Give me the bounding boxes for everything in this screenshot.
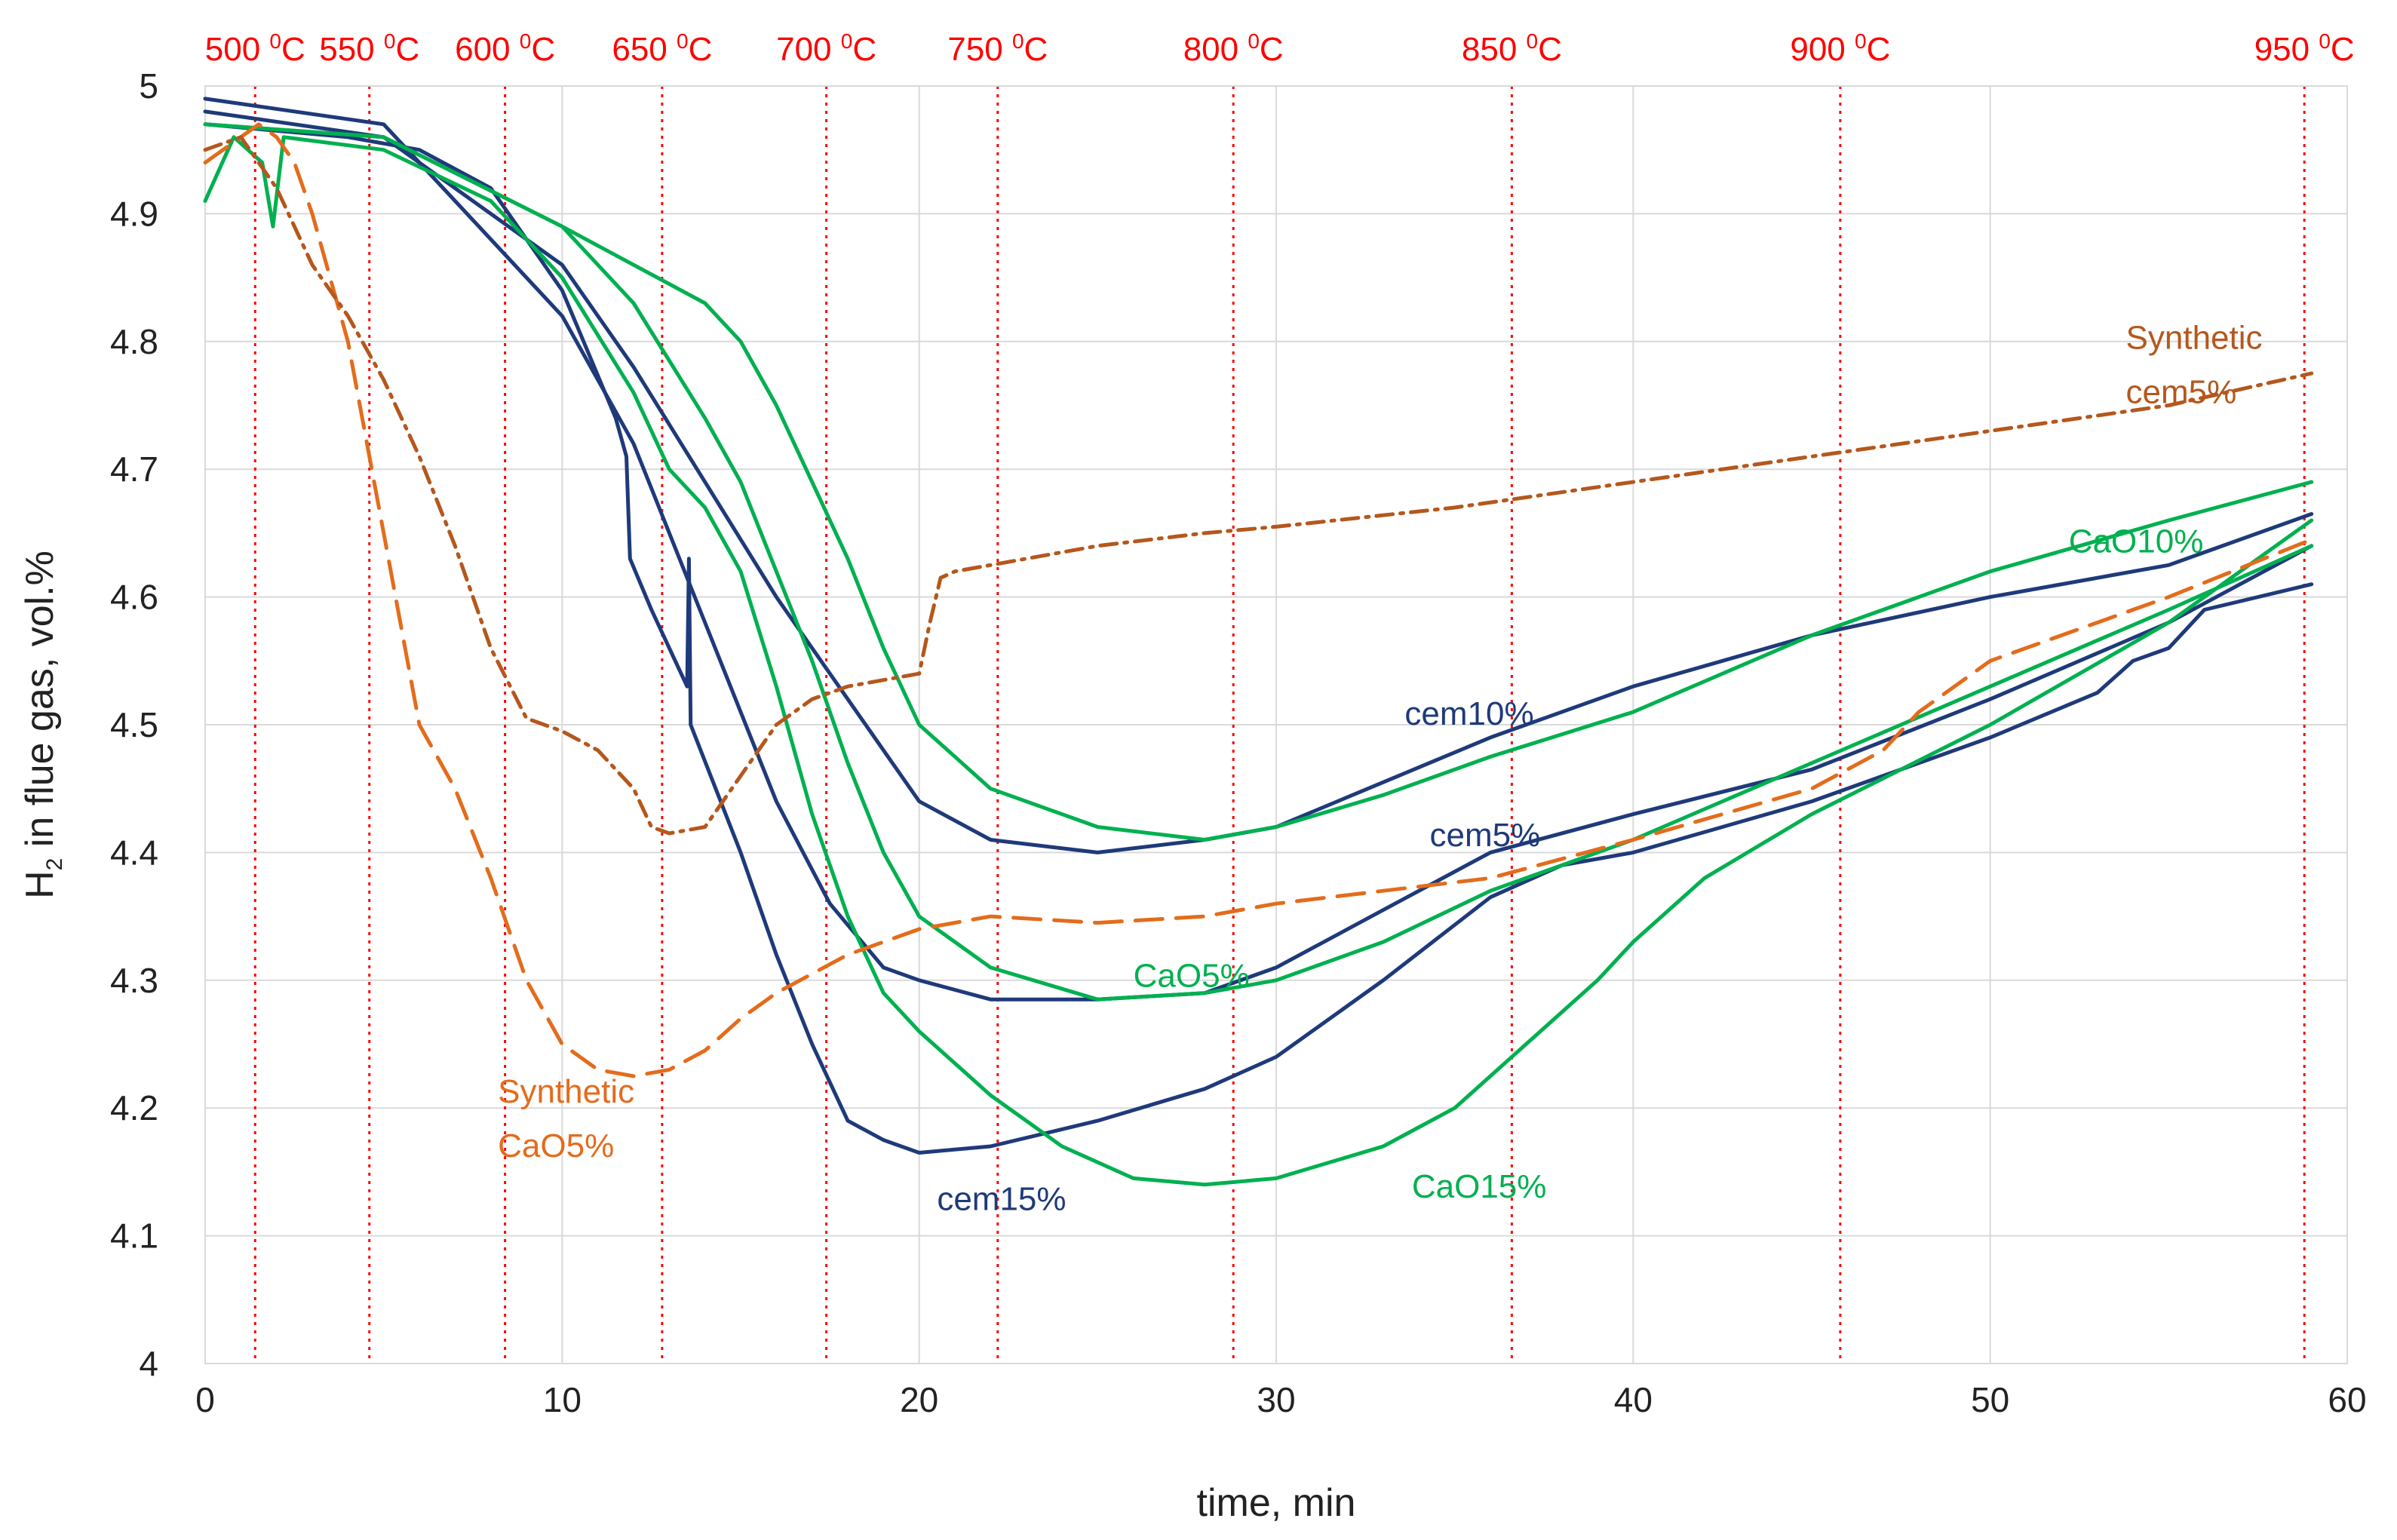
temperature-unit: C (689, 31, 713, 68)
temperature-degree-sup: 0 (1012, 29, 1024, 53)
temperature-label: 500 0C (205, 29, 305, 68)
temperature-degree-sup: 0 (520, 29, 532, 53)
series-lines (203, 97, 2314, 1187)
temperature-degree-sup: 0 (384, 29, 396, 53)
x-tick-label: 20 (900, 1380, 938, 1419)
series-label: cem10% (1404, 695, 1533, 732)
series-line-synthetic-cao5 (203, 122, 2314, 1078)
x-tick-label: 50 (1971, 1380, 2009, 1419)
temperature-unit: C (1260, 31, 1284, 68)
series-line-cem10 (203, 109, 2314, 854)
y-tick-label: 4 (139, 1344, 158, 1383)
temperature-unit: C (395, 31, 419, 68)
series-line-cao15 (203, 135, 2314, 1187)
series-label: CaO15% (1412, 1168, 1547, 1205)
temperature-degree-sup: 0 (1248, 29, 1260, 53)
temperature-unit: C (1538, 31, 1562, 68)
series-label: cem5% (2126, 374, 2237, 411)
temperature-label: 750 0C (947, 29, 1048, 68)
series-label: CaO5% (1134, 957, 1250, 994)
y-tick-label: 4.3 (110, 961, 158, 1000)
temperature-degree-sup: 0 (2319, 29, 2331, 53)
x-tick-label: 60 (2328, 1380, 2366, 1419)
y-axis-title-main: H (18, 870, 62, 899)
temperature-value: 650 (612, 31, 677, 68)
temperature-value: 700 (776, 31, 841, 68)
series-label: Synthetic (498, 1073, 634, 1110)
y-tick-label: 4.5 (110, 705, 158, 744)
series-line-cao5 (203, 122, 2314, 1002)
temperature-value: 850 (1462, 31, 1527, 68)
temperature-value: 500 (205, 31, 270, 68)
temperature-label: 850 0C (1462, 29, 1562, 68)
temperature-value: 950 (2254, 31, 2319, 68)
y-tick-label: 4.8 (110, 322, 158, 361)
y-axis-title: H2 in flue gas, vol.% (18, 551, 67, 899)
x-tick-label: 30 (1257, 1380, 1295, 1419)
temperature-label: 800 0C (1183, 29, 1284, 68)
temperature-value: 750 (947, 31, 1012, 68)
temperature-degree-sup: 0 (269, 29, 281, 53)
temperature-label: 550 0C (319, 29, 419, 68)
y-tick-label: 5 (139, 66, 158, 106)
y-tick-label: 4.2 (110, 1088, 158, 1127)
y-tick-label: 4.6 (110, 578, 158, 617)
temperature-unit: C (281, 31, 305, 68)
temperature-degree-sup: 0 (1855, 29, 1867, 53)
temperature-label: 600 0C (455, 29, 555, 68)
x-tick-label: 0 (195, 1380, 215, 1419)
temperature-unit: C (2331, 31, 2355, 68)
y-tick-label: 4.7 (110, 449, 158, 489)
series-label: cem15% (937, 1181, 1066, 1218)
series-label: cem5% (1430, 817, 1541, 854)
series-line-synthetic-cem5 (203, 135, 2314, 836)
temperature-markers: 500 0C 550 0C 600 0C 650 0C 700 0C 750 0C 800 … (205, 29, 2355, 1364)
temperature-value: 550 (319, 31, 384, 68)
temperature-unit: C (531, 31, 555, 68)
x-tick-label: 40 (1614, 1380, 1653, 1419)
series-label: CaO10% (2069, 523, 2204, 560)
temperature-label: 700 0C (776, 29, 876, 68)
series-label: CaO5% (498, 1127, 614, 1164)
temperature-value: 800 (1183, 31, 1248, 68)
temperature-degree-sup: 0 (677, 29, 689, 53)
y-tick-label: 4.1 (110, 1216, 158, 1256)
y-axis-title-subscript: 2 (42, 858, 67, 871)
temperature-label: 900 0C (1790, 29, 1890, 68)
series-label: Synthetic (2126, 320, 2263, 357)
series-line-cao10 (203, 122, 2314, 842)
y-tick-label: 4.4 (110, 833, 158, 872)
temperature-unit: C (1867, 31, 1891, 68)
y-axis-tick-labels: 4 4.1 4.2 4.3 4.4 4.5 4.6 4.7 4.8 4.9 5 (110, 66, 158, 1383)
series-labels: cem5% cem10% cem15% CaO5% CaO10% CaO15% Synthe… (498, 320, 2262, 1218)
x-axis-tick-labels: 0 10 20 30 40 50 60 (195, 1380, 2366, 1419)
y-tick-label: 4.9 (110, 194, 158, 233)
temperature-degree-sup: 0 (1527, 29, 1539, 53)
temperature-unit: C (1024, 31, 1048, 68)
temperature-unit: C (852, 31, 876, 68)
x-tick-label: 10 (543, 1380, 582, 1419)
temperature-label: 950 0C (2254, 29, 2355, 68)
temperature-degree-sup: 0 (841, 29, 853, 53)
temperature-value: 900 (1790, 31, 1855, 68)
y-axis-title-rest: in flue gas, vol.% (18, 551, 62, 858)
plot-area (204, 85, 2348, 1364)
temperature-value: 600 (455, 31, 520, 68)
temperature-label: 650 0C (612, 29, 712, 68)
x-axis-title: time, min (1197, 1481, 1356, 1525)
series-line-cem15 (203, 122, 2314, 1155)
